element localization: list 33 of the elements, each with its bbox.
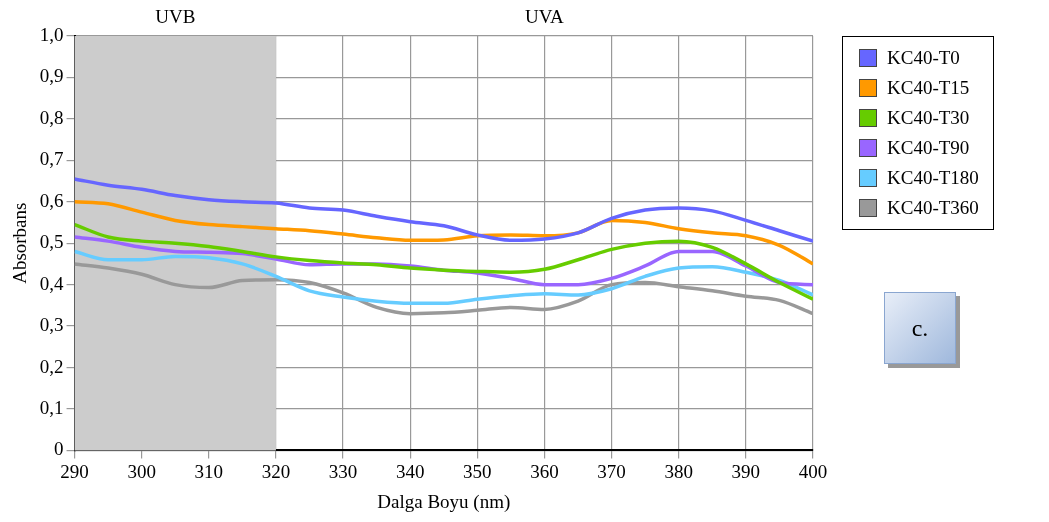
x-tick-label: 310 — [194, 460, 224, 482]
legend-label: KC40-T30 — [886, 106, 971, 130]
x-tick-label: 370 — [597, 460, 626, 482]
x-tick-label: 400 — [798, 460, 828, 482]
y-axis-title: Absorbans — [9, 202, 31, 284]
legend-label: KC40-T0 — [886, 46, 961, 70]
text: UVA — [525, 6, 565, 28]
x-tick-label: 320 — [261, 460, 291, 482]
y-tick-label: 0,4 — [39, 272, 65, 294]
x-tick-label: 330 — [328, 460, 358, 482]
x-tick-label: 380 — [664, 460, 693, 482]
y-tick-label: 0,2 — [39, 355, 64, 377]
x-tick-label: 390 — [731, 460, 761, 482]
y-tick-label: 0,1 — [39, 396, 64, 418]
y-tick-label: 0,5 — [39, 231, 64, 253]
y-tick-label: 0 — [54, 438, 64, 460]
legend-label: KC40-T15 — [886, 76, 971, 100]
y-tick-label: 0,6 — [39, 189, 64, 211]
x-axis-title: Dalga Boyu (nm) — [377, 490, 511, 513]
x-tick-label: 290 — [60, 460, 89, 482]
y-tick-label: 0,3 — [39, 314, 64, 336]
legend-label: KC40-T180 — [886, 166, 979, 190]
y-tick-label: 0,9 — [39, 65, 64, 87]
band-label: UVB — [155, 6, 196, 28]
x-tick-label: 350 — [463, 460, 492, 482]
x-tick-label: 360 — [530, 460, 559, 482]
y-tick-label: 0,8 — [39, 106, 64, 128]
x-tick-label: 300 — [127, 460, 156, 482]
legend-label: KC40-T90 — [886, 136, 971, 160]
x-tick-label: 340 — [395, 460, 425, 482]
legend-label: KC40-T360 — [886, 196, 979, 220]
y-tick-label: 1,0 — [39, 23, 64, 45]
y-tick-label: 0,7 — [39, 148, 64, 170]
